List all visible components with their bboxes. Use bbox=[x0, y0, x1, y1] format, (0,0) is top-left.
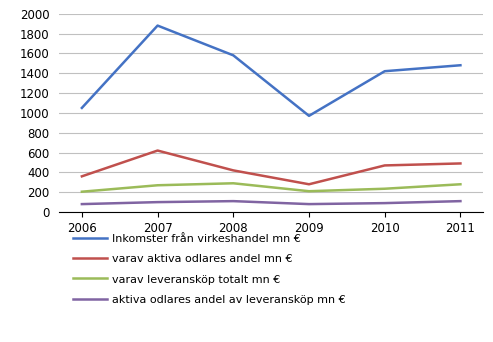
Inkomster från virkeshandel mn € bbox=[458, 63, 463, 67]
Legend: Inkomster från virkeshandel mn €, varav aktiva odlares andel mn €, varav leveran: Inkomster från virkeshandel mn €, varav … bbox=[73, 234, 346, 305]
aktiva odlares andel av leveransköp mn € bbox=[155, 200, 161, 204]
Inkomster från virkeshandel mn € bbox=[306, 114, 312, 118]
varav leveransköp totalt mn € bbox=[382, 187, 387, 191]
aktiva odlares andel av leveransköp mn € bbox=[382, 201, 387, 205]
Inkomster från virkeshandel mn € bbox=[230, 53, 236, 57]
aktiva odlares andel av leveransköp mn € bbox=[79, 202, 85, 206]
aktiva odlares andel av leveransköp mn € bbox=[306, 202, 312, 206]
Line: varav aktiva odlares andel mn €: varav aktiva odlares andel mn € bbox=[82, 150, 460, 184]
Line: aktiva odlares andel av leveransköp mn €: aktiva odlares andel av leveransköp mn € bbox=[82, 201, 460, 204]
aktiva odlares andel av leveransköp mn € bbox=[458, 199, 463, 203]
Inkomster från virkeshandel mn € bbox=[155, 24, 161, 28]
varav leveransköp totalt mn € bbox=[79, 190, 85, 194]
varav leveransköp totalt mn € bbox=[155, 183, 161, 187]
varav aktiva odlares andel mn € bbox=[155, 148, 161, 153]
Inkomster från virkeshandel mn € bbox=[79, 106, 85, 110]
varav aktiva odlares andel mn € bbox=[306, 182, 312, 186]
Inkomster från virkeshandel mn € bbox=[382, 69, 387, 73]
varav aktiva odlares andel mn € bbox=[382, 163, 387, 168]
aktiva odlares andel av leveransköp mn € bbox=[230, 199, 236, 203]
Line: Inkomster från virkeshandel mn €: Inkomster från virkeshandel mn € bbox=[82, 26, 460, 116]
Line: varav leveransköp totalt mn €: varav leveransköp totalt mn € bbox=[82, 183, 460, 192]
varav aktiva odlares andel mn € bbox=[230, 168, 236, 172]
varav leveransköp totalt mn € bbox=[306, 189, 312, 193]
varav leveransköp totalt mn € bbox=[230, 181, 236, 185]
varav leveransköp totalt mn € bbox=[458, 182, 463, 186]
varav aktiva odlares andel mn € bbox=[458, 161, 463, 166]
varav aktiva odlares andel mn € bbox=[79, 174, 85, 179]
